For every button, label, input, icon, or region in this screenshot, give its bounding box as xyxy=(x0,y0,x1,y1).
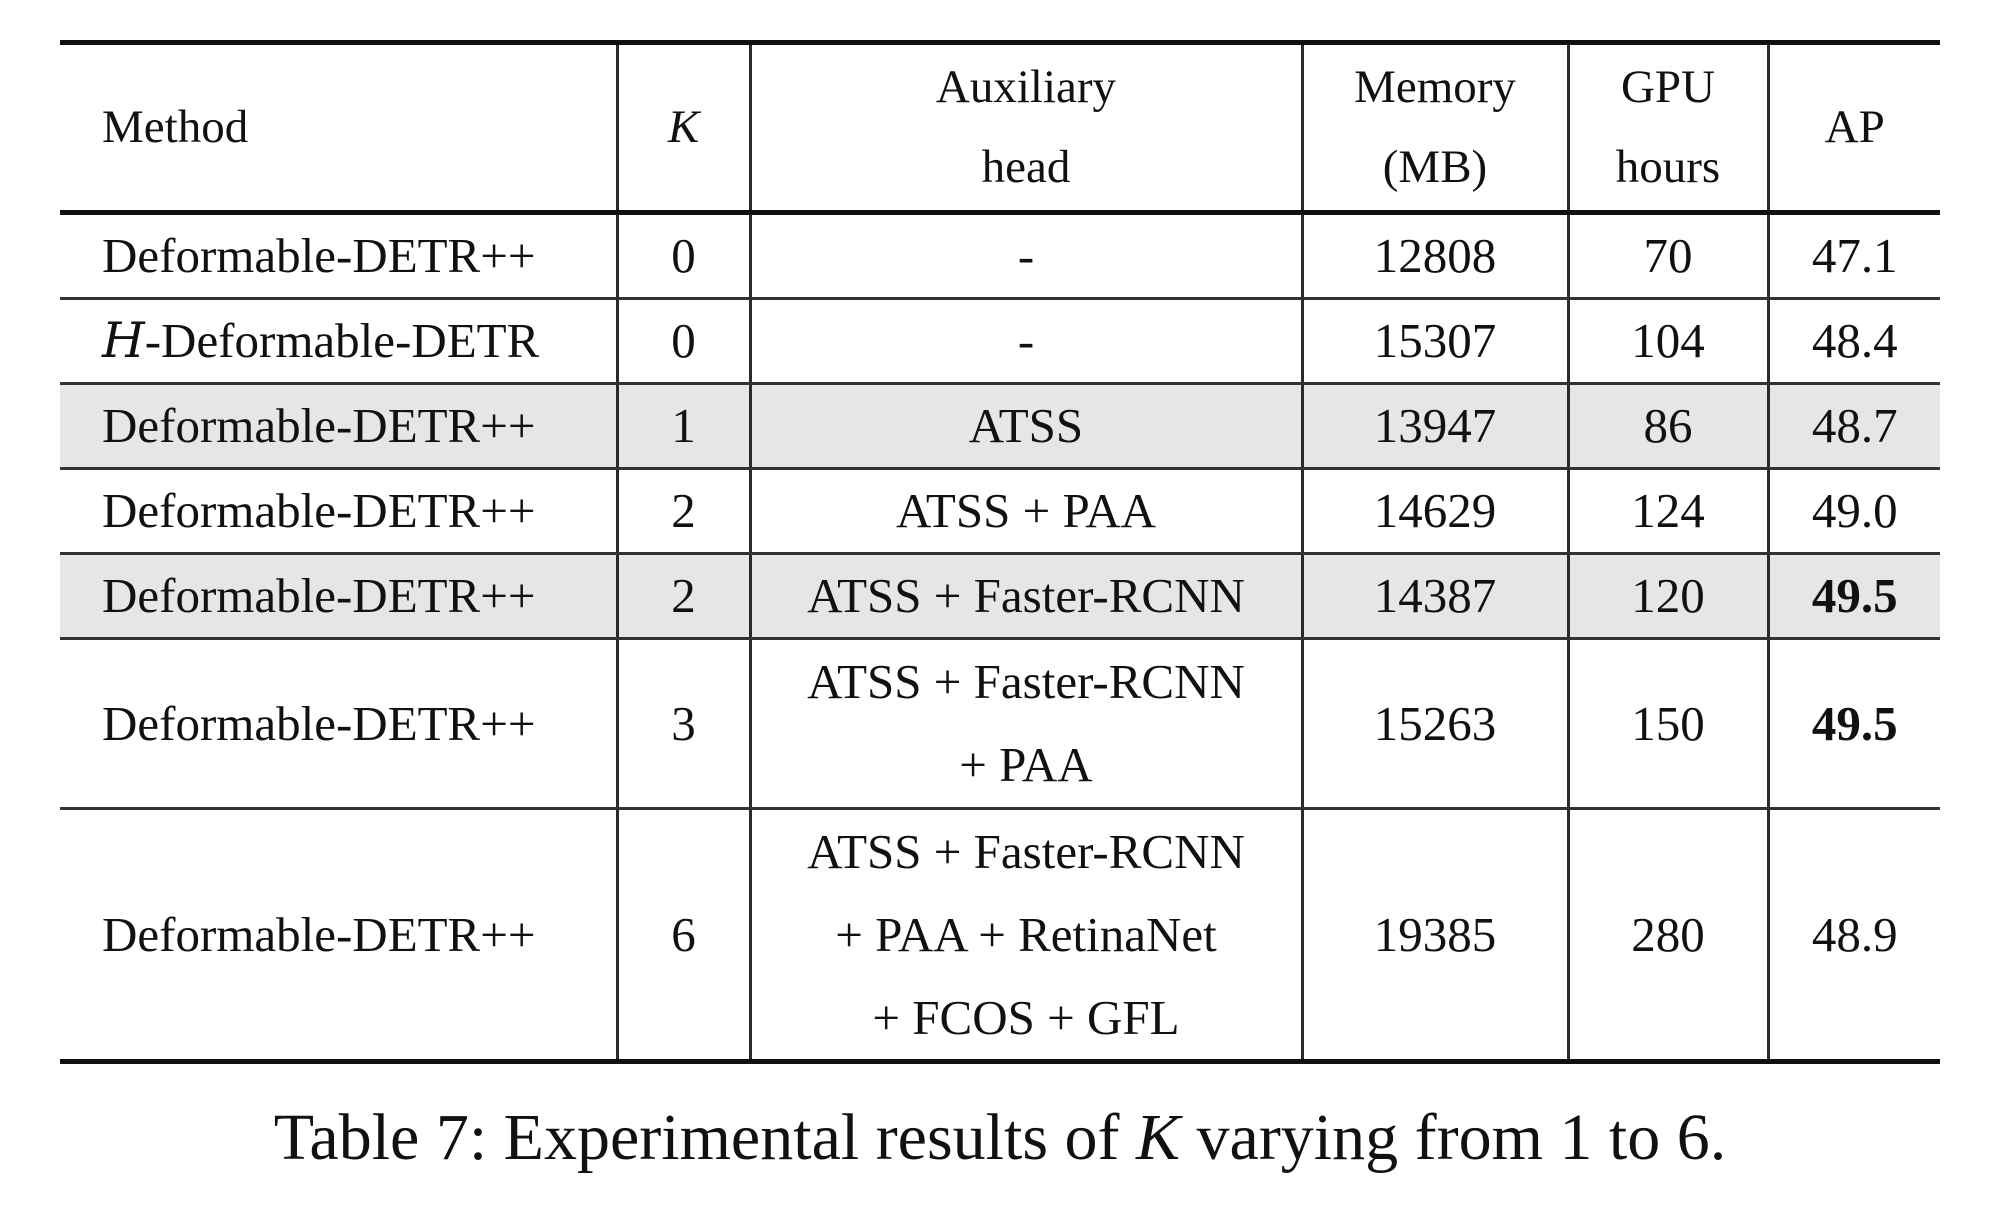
cell-ap: 48.9 xyxy=(1766,806,1940,1065)
header-method: Method xyxy=(60,40,619,215)
cell-k: 6 xyxy=(615,806,752,1065)
table-row: Deformable-DETR++ 0 - 12808 70 47.1 xyxy=(60,211,1940,300)
cell-aux-head: ATSS xyxy=(748,382,1304,470)
cell-k: 0 xyxy=(615,297,752,385)
cell-aux-head: ATSS + Faster-RCNN + PAA xyxy=(748,637,1304,810)
cell-ap: 49.5 xyxy=(1766,637,1940,810)
cell-aux-head: - xyxy=(748,211,1304,300)
cell-aux-head: - xyxy=(748,297,1304,385)
cell-memory: 19385 xyxy=(1300,806,1570,1065)
header-memory: Memory (MB) xyxy=(1300,40,1570,215)
cell-aux-head: ATSS + Faster-RCNN xyxy=(748,552,1304,640)
header-row: Method K Auxiliary head Memory (MB) GPU hou… xyxy=(60,40,1940,215)
cell-gpu-hours: 150 xyxy=(1566,637,1770,810)
calligraphic-h-symbol: H xyxy=(102,311,145,369)
cell-ap: 48.4 xyxy=(1766,297,1940,385)
table-header: Method K Auxiliary head Memory (MB) GPU hou… xyxy=(60,40,1940,215)
cell-method: Deformable-DETR++ xyxy=(60,552,619,640)
header-aux-head: Auxiliary head xyxy=(748,40,1304,215)
cell-gpu-hours: 104 xyxy=(1566,297,1770,385)
cell-aux-head: ATSS + PAA xyxy=(748,467,1304,555)
cell-ap: 49.0 xyxy=(1766,467,1940,555)
cell-gpu-hours: 86 xyxy=(1566,382,1770,470)
table-caption: Table 7: Experimental results of K varyi… xyxy=(273,1101,1727,1174)
table-row-highlighted: Deformable-DETR++ 1 ATSS 13947 86 48.7 xyxy=(60,382,1940,470)
cell-method: Deformable-DETR++ xyxy=(60,382,619,470)
table-row: H-Deformable-DETR 0 - 15307 104 48.4 xyxy=(60,297,1940,385)
header-ap: AP xyxy=(1766,40,1940,215)
cell-gpu-hours: 120 xyxy=(1566,552,1770,640)
cell-memory: 14387 xyxy=(1300,552,1570,640)
cell-ap: 49.5 xyxy=(1766,552,1940,640)
cell-memory: 15307 xyxy=(1300,297,1570,385)
cell-gpu-hours: 70 xyxy=(1566,211,1770,300)
cell-gpu-hours: 124 xyxy=(1566,467,1770,555)
results-table: Method K Auxiliary head Memory (MB) GPU hou… xyxy=(60,40,1940,1065)
cell-method: Deformable-DETR++ xyxy=(60,806,619,1065)
cell-k: 1 xyxy=(615,382,752,470)
cell-ap: 48.7 xyxy=(1766,382,1940,470)
table-row-highlighted: Deformable-DETR++ 2 ATSS + Faster-RCNN 1… xyxy=(60,552,1940,640)
cell-k: 3 xyxy=(615,637,752,810)
table-row: Deformable-DETR++ 3 ATSS + Faster-RCNN + … xyxy=(60,637,1940,810)
cell-memory: 13947 xyxy=(1300,382,1570,470)
cell-method: Deformable-DETR++ xyxy=(60,467,619,555)
cell-memory: 12808 xyxy=(1300,211,1570,300)
header-gpu-hours: GPU hours xyxy=(1566,40,1770,215)
table-row: Deformable-DETR++ 6 ATSS + Faster-RCNN + … xyxy=(60,806,1940,1065)
header-k: K xyxy=(615,40,752,215)
cell-aux-head: ATSS + Faster-RCNN + PAA + RetinaNet + FCO… xyxy=(748,806,1304,1065)
cell-memory: 14629 xyxy=(1300,467,1570,555)
cell-gpu-hours: 280 xyxy=(1566,806,1770,1065)
cell-ap: 47.1 xyxy=(1766,211,1940,300)
cell-memory: 15263 xyxy=(1300,637,1570,810)
table-row: Deformable-DETR++ 2 ATSS + PAA 14629 124… xyxy=(60,467,1940,555)
cell-method: Deformable-DETR++ xyxy=(60,211,619,300)
table-body: Deformable-DETR++ 0 - 12808 70 47.1 H-De… xyxy=(60,211,1940,1065)
cell-k: 2 xyxy=(615,467,752,555)
cell-k: 0 xyxy=(615,211,752,300)
cell-k: 2 xyxy=(615,552,752,640)
cell-method: H-Deformable-DETR xyxy=(60,297,619,385)
cell-method: Deformable-DETR++ xyxy=(60,637,619,810)
